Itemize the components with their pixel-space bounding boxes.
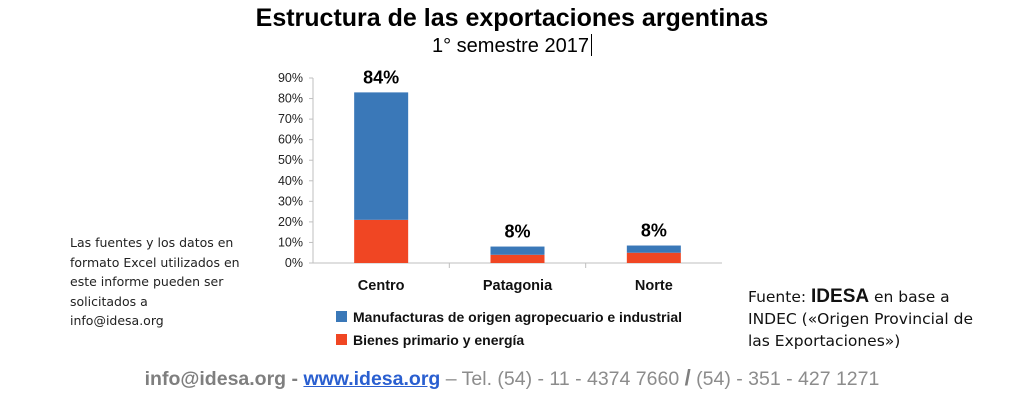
legend-label: Bienes primario y energía bbox=[353, 332, 524, 348]
y-tick-label: 40% bbox=[278, 174, 303, 188]
source-note: Fuente: IDESA en base a INDEC («Origen P… bbox=[748, 286, 988, 352]
bar-segment bbox=[354, 219, 409, 263]
subtitle-text: 1° semestre 2017 bbox=[432, 35, 589, 57]
text-cursor bbox=[590, 34, 592, 56]
bar-total-label: 8% bbox=[504, 222, 530, 242]
footer-separator: / bbox=[684, 365, 691, 390]
bar-segment bbox=[626, 245, 681, 253]
y-tick-label: 80% bbox=[278, 92, 303, 106]
bar-segment bbox=[490, 246, 545, 255]
source-prefix: Fuente: bbox=[748, 288, 812, 306]
footer-dash: - bbox=[286, 368, 304, 390]
footer-email-link[interactable]: info@idesa.org bbox=[144, 368, 287, 390]
y-tick-label: 10% bbox=[278, 235, 303, 249]
chart-subtitle: 1° semestre 2017 bbox=[0, 34, 1024, 58]
chart-title: Estructura de las exportaciones argentin… bbox=[255, 4, 769, 32]
y-tick-label: 30% bbox=[278, 194, 303, 208]
bar-chart: 0% 10% 20% 30% 40% 50% 60% 70% 80% 90% 84% Centro 8%… bbox=[278, 67, 722, 348]
y-tick-label: 0% bbox=[285, 256, 303, 270]
bar-segment bbox=[490, 254, 545, 263]
legend-swatch bbox=[336, 311, 347, 322]
x-category-label: Norte bbox=[635, 278, 673, 294]
source-brand: IDESA bbox=[811, 286, 870, 307]
y-tick-label: 20% bbox=[278, 215, 303, 229]
y-tick-label: 70% bbox=[278, 112, 303, 126]
footer-phone: – Tel. (54) - 11 - 4374 7660 bbox=[440, 368, 685, 390]
y-tick-label: 60% bbox=[278, 133, 303, 147]
footer-website-link[interactable]: www.idesa.org bbox=[303, 368, 441, 390]
x-category-label: Centro bbox=[358, 278, 405, 294]
x-category-label: Patagonia bbox=[483, 278, 553, 294]
y-tick-label: 50% bbox=[278, 153, 303, 167]
bar-segment bbox=[354, 92, 409, 220]
footer-phone-2: (54) - 351 - 427 1271 bbox=[690, 368, 880, 390]
source-rest: en base a INDEC («Origen Provincial de l… bbox=[748, 288, 974, 350]
bar-total-label: 84% bbox=[363, 67, 399, 87]
contact-footer: info@idesa.org - www.idesa.org – Tel. (5… bbox=[0, 365, 1024, 391]
y-tick-label: 90% bbox=[278, 71, 303, 85]
legend-label: Manufacturas de origen agropecuario e in… bbox=[353, 309, 682, 325]
legend-swatch bbox=[336, 334, 347, 345]
bar-segment bbox=[626, 252, 681, 263]
bar-total-label: 8% bbox=[641, 221, 667, 241]
data-availability-note: Las fuentes y los datos en formato Excel… bbox=[70, 235, 240, 328]
